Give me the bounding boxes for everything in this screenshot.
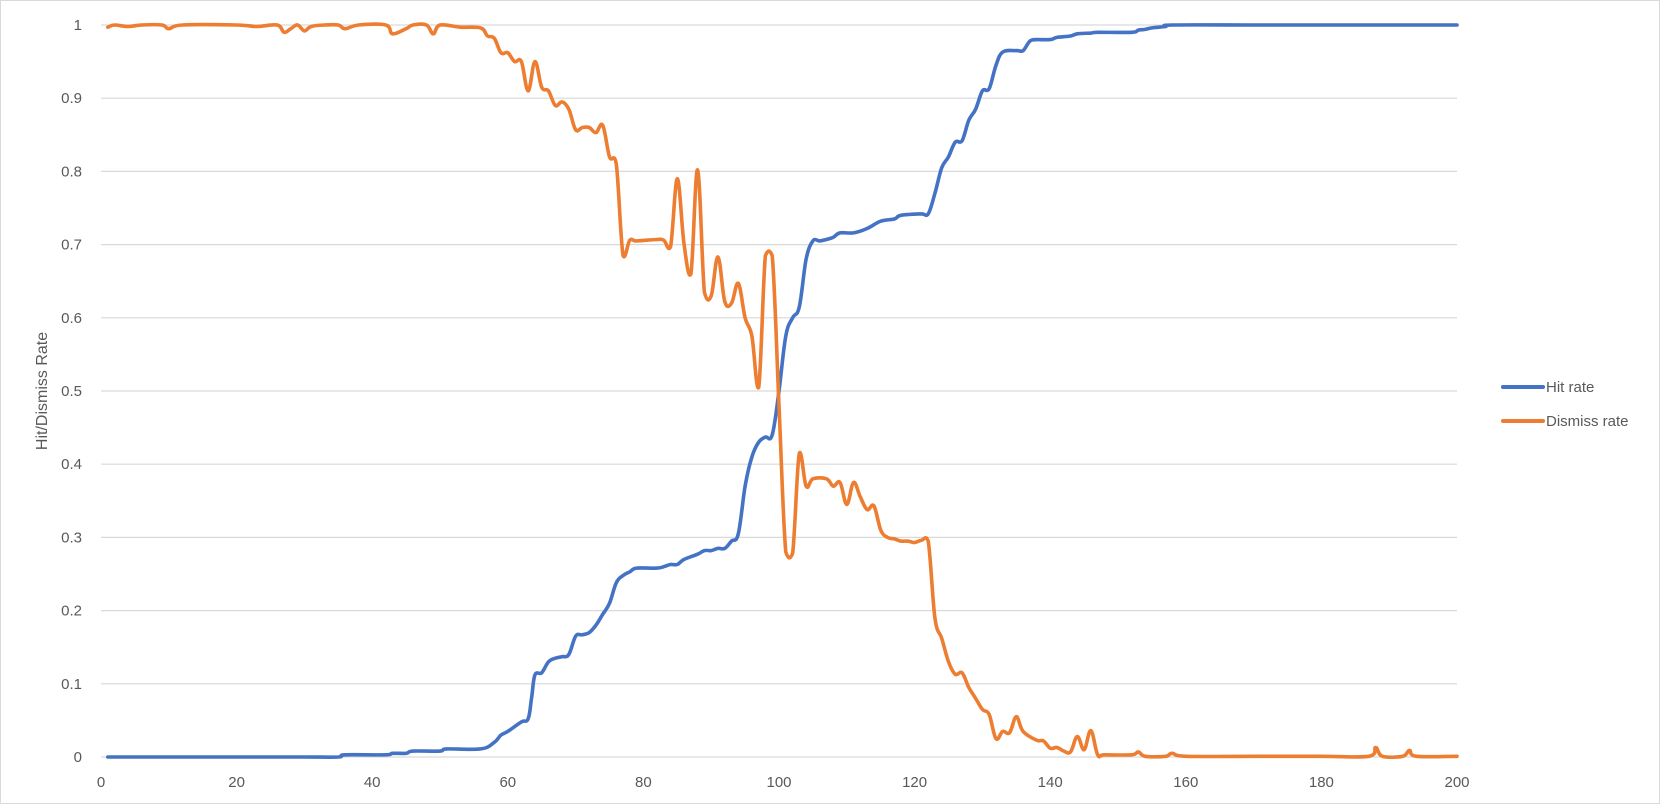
y-tick-label: 0.9 bbox=[61, 90, 82, 107]
y-axis-title: Hit/Dismiss Rate bbox=[34, 332, 51, 450]
x-tick-label: 80 bbox=[635, 774, 652, 791]
x-tick-label: 140 bbox=[1038, 774, 1063, 791]
y-tick-label: 0.8 bbox=[61, 163, 82, 180]
y-tick-label: 0.6 bbox=[61, 310, 82, 327]
y-tick-label: 0.2 bbox=[61, 603, 82, 620]
x-tick-label: 160 bbox=[1173, 774, 1198, 791]
series-lines bbox=[106, 22, 1459, 760]
y-tick-label: 0 bbox=[74, 749, 82, 766]
series-line-dismiss-rate bbox=[106, 22, 1459, 760]
y-tick-label: 0.1 bbox=[61, 676, 82, 693]
x-axis-ticks: 0 20 40 60 80 100 120 140 160 180 200 bbox=[97, 774, 1470, 791]
y-tick-label: 0.3 bbox=[61, 529, 82, 546]
x-tick-label: 60 bbox=[499, 774, 516, 791]
x-tick-label: 120 bbox=[902, 774, 927, 791]
y-tick-label: 1 bbox=[74, 17, 82, 34]
x-tick-label: 200 bbox=[1444, 774, 1469, 791]
x-tick-label: 0 bbox=[97, 774, 105, 791]
series-line-hit-rate bbox=[106, 23, 1459, 759]
y-axis-ticks: 0 0.1 0.2 0.3 0.4 0.5 0.6 0.7 0.8 0.9 1 bbox=[61, 17, 82, 766]
y-tick-label: 0.4 bbox=[61, 456, 82, 473]
legend-label: Hit rate bbox=[1546, 379, 1594, 396]
x-tick-label: 100 bbox=[766, 774, 791, 791]
x-tick-label: 20 bbox=[228, 774, 245, 791]
legend-label: Dismiss rate bbox=[1546, 413, 1629, 430]
y-tick-label: 0.7 bbox=[61, 237, 82, 254]
y-tick-label: 0.5 bbox=[61, 383, 82, 400]
x-tick-label: 180 bbox=[1309, 774, 1334, 791]
legend: Hit rate Dismiss rate bbox=[1501, 379, 1629, 430]
x-tick-label: 40 bbox=[364, 774, 381, 791]
